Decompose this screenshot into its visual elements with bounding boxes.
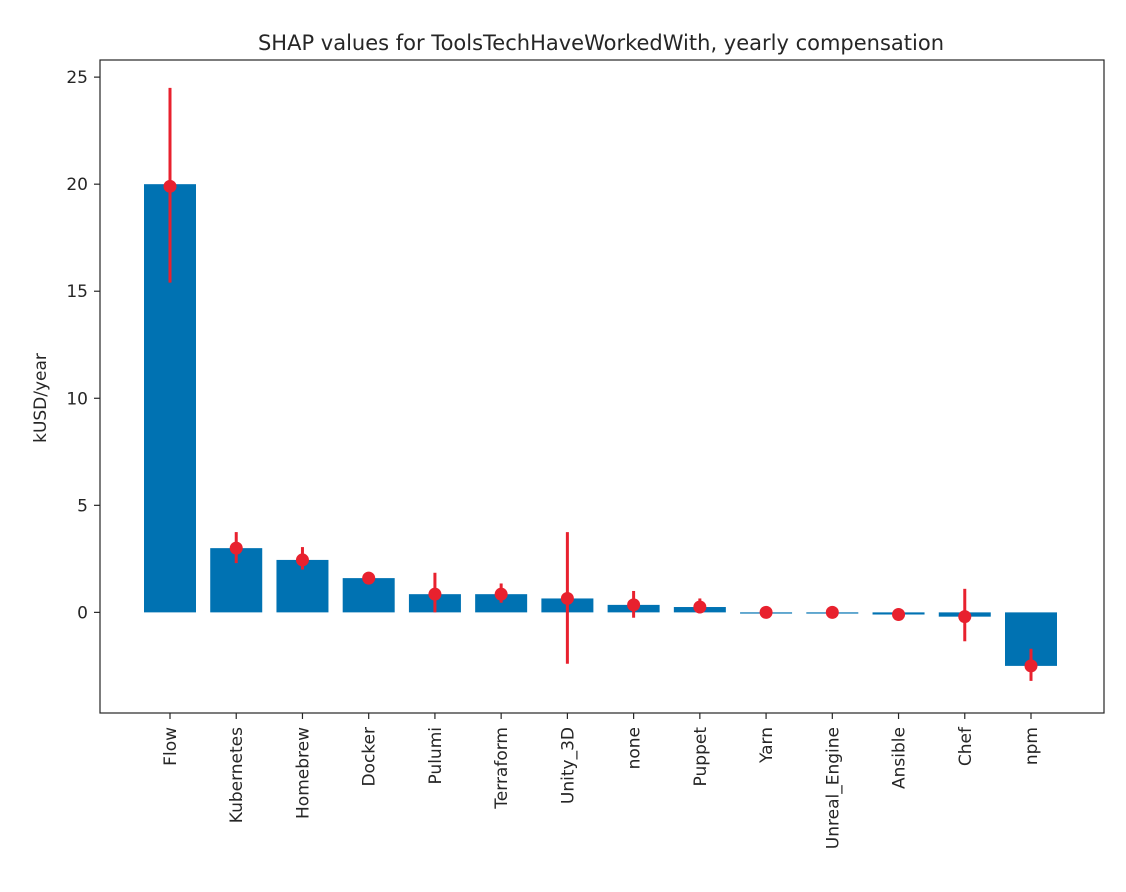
x-tick-label-terraform: Terraform [492,727,512,810]
plot-area: 0 5 10 15 20 25 Flow Kubernetes Homebrew Docker Pu… [66,59,1105,849]
error-point-homebrew [295,553,309,567]
error-point-unreal_engine [825,605,839,619]
x-tick-label-npm: npm [1022,727,1042,765]
error-point-npm [1024,659,1038,673]
x-tick-label-none: none [625,727,645,769]
bar-terraform [475,594,528,613]
error-point-puppet [693,600,707,614]
error-point-yarn [759,605,773,619]
x-tick-label-ansible: Ansible [890,727,910,789]
error-point-none [627,598,641,612]
error-point-kubernetes [229,541,243,555]
error-point-flow [163,179,177,193]
x-tick-label-kubernetes: Kubernetes [227,727,247,823]
error-point-terraform [494,587,508,601]
error-point-unity_3d [560,591,574,605]
y-axis-label: kUSD/year [31,353,51,443]
y-tick-label: 0 [77,603,88,623]
x-tick-label-pulumi: Pulumi [426,727,446,785]
chart-title: SHAP values for ToolsTechHaveWorkedWith,… [258,31,944,55]
error-point-pulumi [428,587,442,601]
error-point-ansible [892,608,906,622]
x-tick-label-flow: Flow [161,727,181,766]
error-point-docker [362,571,376,585]
x-tick-label-yarn: Yarn [757,727,777,764]
x-tick-label-puppet: Puppet [691,727,711,787]
y-tick-label: 5 [77,496,88,516]
y-tick-label: 10 [66,389,88,409]
y-tick-label: 20 [66,175,88,195]
y-tick-label: 15 [66,282,88,302]
plot-frame [99,59,1105,714]
x-tick-label-unity_3d: Unity_3D [558,727,578,804]
error-point-chef [958,610,972,624]
x-tick-label-docker: Docker [360,727,380,787]
x-tick-label-chef: Chef [956,726,976,766]
x-tick-label-homebrew: Homebrew [293,727,313,819]
x-tick-label-unreal_engine: Unreal_Engine [823,727,843,849]
y-tick-label: 25 [66,68,88,88]
